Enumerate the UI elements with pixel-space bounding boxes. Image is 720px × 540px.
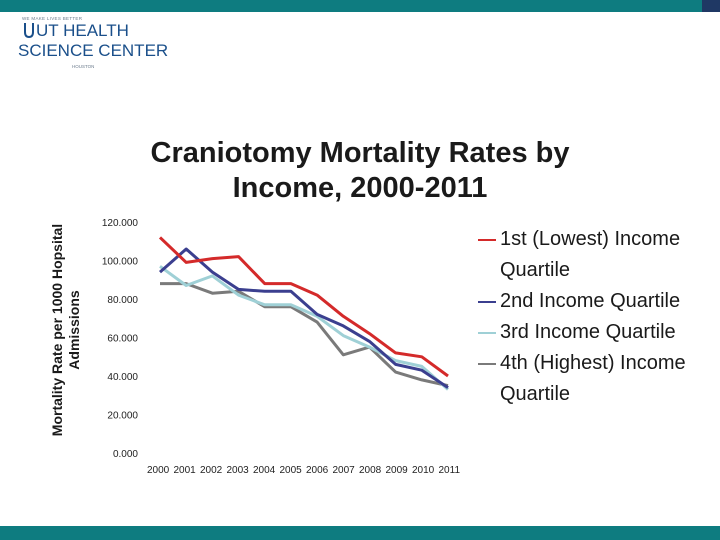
legend-swatch-q4: [478, 363, 496, 365]
legend-label-q2: 2nd Income Quartile: [500, 290, 681, 312]
x-tick-label: 2006: [306, 465, 329, 476]
uthealth-logo: WE MAKE LIVES BETTER UT HEALTH SCIENCE C…: [14, 16, 168, 76]
x-tick-labels: 2000 2001 2002 2003 2004 2005 2006 2007 2008 2009…: [147, 465, 460, 476]
y-tick-label: 40.000: [107, 372, 138, 383]
logo-name-line1: UT HEALTH: [36, 21, 129, 40]
x-tick-label: 2004: [253, 465, 276, 476]
legend-item-q2: 2nd Income Quartile: [478, 286, 714, 317]
logo-tagline: WE MAKE LIVES BETTER: [22, 16, 83, 21]
y-tick-label: 60.000: [107, 334, 138, 345]
legend-swatch-q1: [478, 239, 496, 241]
chart-legend: 1st (Lowest) Income Quartile 2nd Income …: [478, 224, 714, 410]
y-tick-label: 20.000: [107, 411, 138, 422]
x-tick-label: 2010: [412, 465, 435, 476]
logo-mark-icon: [24, 23, 34, 38]
y-tick-label: 100.000: [102, 257, 139, 268]
chart-title: Craniotomy Mortality Rates by Income, 20…: [150, 137, 570, 204]
logo-city: HOUSTON: [72, 64, 95, 69]
legend-label-q1: 1st (Lowest) Income Quartile: [500, 228, 681, 281]
series-lines: [158, 236, 449, 391]
x-tick-label: 2002: [200, 465, 223, 476]
legend-swatch-q3: [478, 332, 496, 334]
legend-item-q4: 4th (Highest) Income Quartile: [478, 348, 714, 410]
x-tick-label: 2005: [280, 465, 303, 476]
y-tick-label: 0.000: [113, 449, 138, 460]
legend-item-q1: 1st (Lowest) Income Quartile: [478, 224, 714, 286]
x-tick-label: 2011: [439, 465, 461, 476]
y-tick-label: 120.000: [102, 218, 139, 229]
y-tick-label: 80.000: [107, 295, 138, 306]
series-line-q4: [160, 282, 449, 388]
logo-name-line2: SCIENCE CENTER: [18, 41, 169, 60]
series-line-q1: [158, 236, 449, 378]
legend-item-q3: 3rd Income Quartile: [478, 317, 714, 348]
x-tick-label: 2003: [227, 465, 250, 476]
legend-label-q4: 4th (Highest) Income Quartile: [500, 352, 686, 405]
x-tick-label: 2001: [174, 465, 197, 476]
x-tick-label: 2007: [333, 465, 356, 476]
top-banner-bar: [0, 0, 720, 12]
top-banner-accent: [702, 0, 720, 12]
bottom-banner-bar: [0, 526, 720, 540]
series-line-q3: [159, 265, 449, 391]
legend-label-q3: 3rd Income Quartile: [500, 321, 676, 343]
x-tick-label: 2000: [147, 465, 170, 476]
x-tick-label: 2008: [359, 465, 382, 476]
x-tick-label: 2009: [386, 465, 409, 476]
y-tick-labels: 0.000 20.000 40.000 60.000 80.000 100.000 120.…: [102, 218, 139, 460]
legend-swatch-q2: [478, 301, 496, 303]
series-line-q2: [159, 247, 449, 389]
